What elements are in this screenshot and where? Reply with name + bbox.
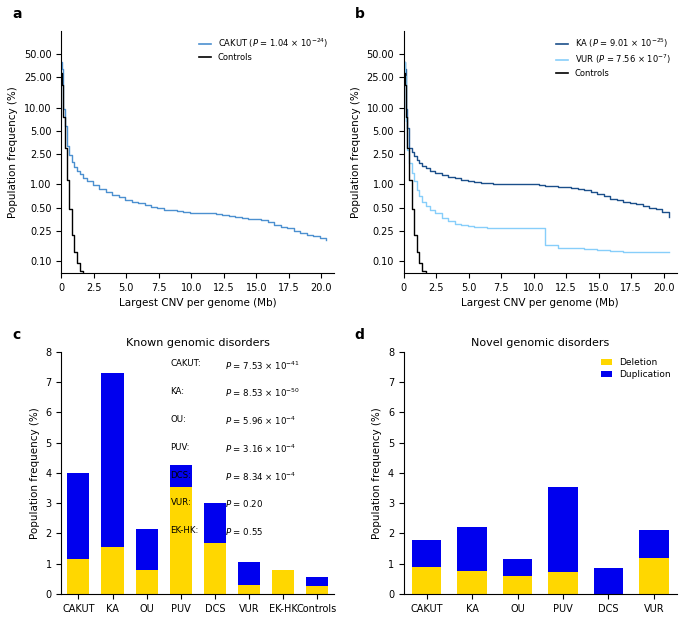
Bar [203, 542, 226, 594]
Text: b: b [355, 7, 364, 21]
Text: $P$ = 8.34 × 10$^{-4}$: $P$ = 8.34 × 10$^{-4}$ [225, 470, 297, 483]
Legend: KA ($P$ = 9.01 × 10$^{-25}$), VUR ($P$ = 7.56 × 10$^{-7}$), Controls: KA ($P$ = 9.01 × 10$^{-25}$), VUR ($P$ =… [554, 35, 673, 80]
Bar [170, 486, 192, 594]
Bar [503, 576, 532, 594]
Y-axis label: Population frequency (%): Population frequency (%) [373, 407, 382, 539]
Text: KA:: KA: [171, 387, 185, 396]
Title: Known genomic disorders: Known genomic disorders [126, 338, 270, 348]
Legend: CAKUT ($P$ = 1.04 × 10$^{-24}$), Controls: CAKUT ($P$ = 1.04 × 10$^{-24}$), Control… [197, 35, 330, 63]
Bar [136, 570, 158, 594]
Text: $P$ = 0.55: $P$ = 0.55 [225, 526, 263, 537]
Text: $P$ = 7.53 × 10$^{-41}$: $P$ = 7.53 × 10$^{-41}$ [225, 359, 300, 371]
Y-axis label: Population frequency (%): Population frequency (%) [30, 407, 40, 539]
Bar [412, 540, 441, 567]
Bar [458, 571, 487, 594]
X-axis label: Largest CNV per genome (Mb): Largest CNV per genome (Mb) [462, 299, 619, 309]
Bar [67, 559, 90, 594]
Text: OU:: OU: [171, 415, 186, 424]
Text: $P$ = 3.16 × 10$^{-4}$: $P$ = 3.16 × 10$^{-4}$ [225, 443, 297, 455]
Text: $P$ = 0.20: $P$ = 0.20 [225, 498, 263, 509]
Bar [306, 577, 328, 587]
Bar [170, 465, 192, 486]
Text: CAKUT:: CAKUT: [171, 359, 201, 368]
Text: PUV:: PUV: [171, 443, 190, 452]
Legend: Deletion, Duplication: Deletion, Duplication [599, 356, 672, 381]
Bar [548, 487, 577, 572]
Bar [101, 373, 123, 547]
Bar [101, 547, 123, 594]
Bar [548, 572, 577, 594]
Title: Novel genomic disorders: Novel genomic disorders [471, 338, 610, 348]
Bar [639, 531, 669, 558]
Bar [272, 570, 294, 594]
Bar [136, 529, 158, 570]
Text: $P$ = 8.53 × 10$^{-50}$: $P$ = 8.53 × 10$^{-50}$ [225, 387, 300, 399]
Text: DCS:: DCS: [171, 470, 192, 480]
Text: d: d [355, 328, 364, 342]
Bar [594, 568, 623, 594]
Text: EK-HK:: EK-HK: [171, 526, 199, 535]
Bar [203, 503, 226, 542]
Bar [503, 559, 532, 576]
Y-axis label: Population frequency (%): Population frequency (%) [351, 86, 361, 218]
Text: VUR:: VUR: [171, 498, 191, 508]
Bar [639, 558, 669, 594]
Bar [67, 473, 90, 559]
Bar [238, 585, 260, 594]
Y-axis label: Population frequency (%): Population frequency (%) [8, 86, 18, 218]
Text: a: a [12, 7, 22, 21]
X-axis label: Largest CNV per genome (Mb): Largest CNV per genome (Mb) [119, 299, 277, 309]
Bar [306, 587, 328, 594]
Bar [238, 562, 260, 585]
Bar [412, 567, 441, 594]
Bar [458, 527, 487, 571]
Text: c: c [12, 328, 21, 342]
Text: $P$ = 5.96 × 10$^{-4}$: $P$ = 5.96 × 10$^{-4}$ [225, 415, 297, 427]
